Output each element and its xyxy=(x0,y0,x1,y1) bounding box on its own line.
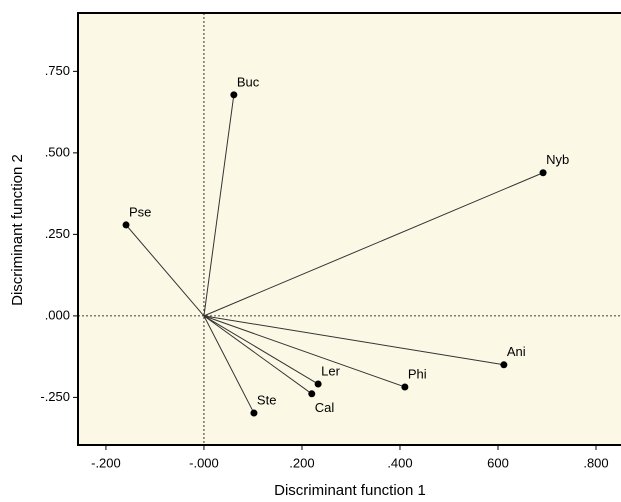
x-tick-label: 600 xyxy=(487,455,509,470)
vector xyxy=(203,315,406,388)
vector xyxy=(125,224,205,317)
y-axis-label: Discriminant function 2 xyxy=(9,154,26,306)
x-tick-label: -.200 xyxy=(91,455,121,470)
point-label: Ste xyxy=(257,392,277,407)
x-axis-label: Discriminant function 1 xyxy=(274,482,426,499)
y-tick-label: -.250 xyxy=(40,389,70,404)
x-tick-label: -.000 xyxy=(189,455,219,470)
vector xyxy=(203,315,504,366)
point xyxy=(539,169,547,177)
x-tick-label: .400 xyxy=(387,455,412,470)
plot-area xyxy=(77,12,621,446)
point xyxy=(500,361,508,369)
x-tick-label: .200 xyxy=(289,455,314,470)
vector xyxy=(203,315,313,395)
vector xyxy=(203,172,544,317)
point-label: Phi xyxy=(408,366,427,381)
point-label: Ler xyxy=(321,363,340,378)
point xyxy=(250,409,258,417)
y-tick-label: .500 xyxy=(45,144,70,159)
y-tick-label: .750 xyxy=(45,63,70,78)
point-label: Ani xyxy=(507,344,526,359)
point-label: Buc xyxy=(237,74,260,89)
x-tick-label: .800 xyxy=(583,455,608,470)
point-label: Cal xyxy=(315,400,335,415)
point xyxy=(230,91,238,99)
point xyxy=(314,380,322,388)
y-tick-label: .250 xyxy=(45,226,70,241)
vector xyxy=(203,315,255,414)
point xyxy=(401,383,409,391)
point-label: Nyb xyxy=(546,152,569,167)
y-tick-label: .000 xyxy=(45,307,70,322)
point xyxy=(122,221,130,229)
point-label: Pse xyxy=(129,204,151,219)
vector xyxy=(203,94,235,316)
vector xyxy=(203,315,319,385)
point xyxy=(308,390,316,398)
